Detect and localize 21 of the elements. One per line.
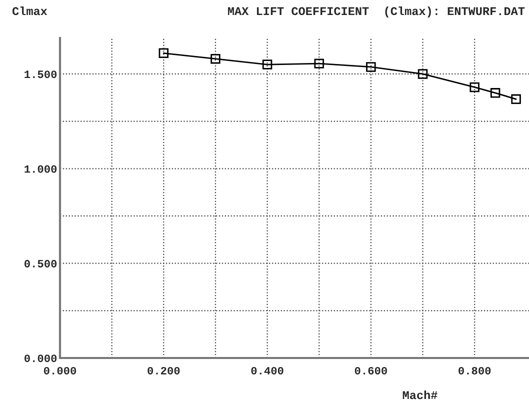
point [210, 54, 220, 64]
x-tick-label: 0.800 [458, 366, 491, 374]
point [314, 58, 324, 68]
y-tick-label: 1.000 [24, 165, 57, 173]
y-tick-label: 0.000 [24, 354, 57, 362]
point [158, 48, 169, 58]
point [511, 94, 521, 104]
chart-title: MAX LIFT COEFFICIENT (Clmax): ENTWURF.DAT [228, 6, 525, 18]
y-tick-label: 0.500 [24, 260, 57, 268]
x-tick-label: 0.400 [251, 366, 284, 374]
point [418, 69, 428, 79]
x-tick-label: 0.600 [354, 366, 387, 374]
point [490, 88, 500, 98]
point [470, 82, 480, 92]
x-tick-label: 0.200 [148, 366, 180, 374]
point [366, 62, 376, 72]
x-tick-label: 0.000 [44, 366, 76, 374]
y-axis-title: Clmax [12, 6, 48, 16]
x-axis-title: Mach# [402, 390, 438, 400]
y-tick-label: 1.500 [24, 70, 57, 78]
point [262, 60, 272, 70]
